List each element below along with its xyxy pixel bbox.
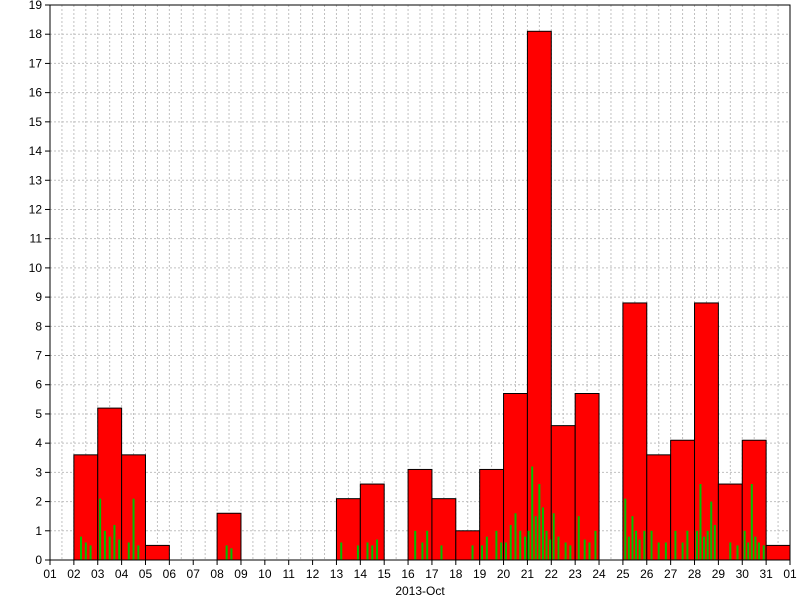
- x-axis-label: 2013-Oct: [395, 584, 445, 598]
- red-bar: [336, 499, 360, 560]
- x-tick-label: 31: [759, 567, 773, 581]
- y-tick-label: 6: [35, 378, 42, 392]
- x-tick-label: 08: [210, 567, 224, 581]
- x-tick-label: 07: [187, 567, 201, 581]
- x-tick-label: 05: [139, 567, 153, 581]
- y-tick-label: 7: [35, 349, 42, 363]
- red-bar: [671, 440, 695, 560]
- y-tick-label: 3: [35, 465, 42, 479]
- y-tick-label: 5: [35, 407, 42, 421]
- x-tick-label: 14: [354, 567, 368, 581]
- x-tick-label: 13: [330, 567, 344, 581]
- y-tick-label: 18: [29, 27, 43, 41]
- y-tick-label: 4: [35, 436, 42, 450]
- y-tick-label: 11: [30, 232, 43, 246]
- red-bar: [766, 545, 790, 560]
- x-tick-label: 16: [401, 567, 415, 581]
- y-tick-label: 16: [29, 86, 43, 100]
- x-tick-label: 30: [736, 567, 750, 581]
- y-tick-label: 19: [29, 0, 43, 12]
- red-bar: [623, 303, 647, 560]
- x-tick-label: 18: [449, 567, 463, 581]
- x-tick-label: 11: [282, 567, 295, 581]
- x-tick-label: 27: [664, 567, 678, 581]
- x-tick-label: 17: [425, 567, 439, 581]
- x-tick-label: 25: [616, 567, 630, 581]
- y-tick-label: 8: [35, 319, 42, 333]
- y-tick-label: 15: [29, 115, 43, 129]
- red-bar: [456, 531, 480, 560]
- x-tick-label: 21: [521, 567, 535, 581]
- y-tick-label: 2: [35, 495, 42, 509]
- x-tick-label: 02: [67, 567, 81, 581]
- y-tick-label: 1: [35, 524, 42, 538]
- x-tick-label: 15: [378, 567, 392, 581]
- bar-chart: 0123456789101112131415161718190102030405…: [0, 0, 800, 600]
- x-tick-label: 26: [640, 567, 654, 581]
- y-tick-label: 0: [35, 553, 42, 567]
- y-tick-label: 9: [35, 290, 42, 304]
- y-tick-label: 17: [29, 56, 43, 70]
- x-tick-label: 09: [234, 567, 248, 581]
- red-bar: [480, 469, 504, 560]
- red-bar: [217, 513, 241, 560]
- x-tick-label: 20: [497, 567, 511, 581]
- x-tick-label: 29: [712, 567, 726, 581]
- x-tick-label: 23: [568, 567, 582, 581]
- x-tick-label: 01: [43, 567, 57, 581]
- red-bar: [742, 440, 766, 560]
- x-tick-label: 28: [688, 567, 702, 581]
- y-tick-label: 14: [29, 144, 43, 158]
- y-tick-label: 10: [29, 261, 43, 275]
- red-bar: [695, 303, 719, 560]
- x-tick-label: 04: [115, 567, 129, 581]
- x-tick-label: 24: [592, 567, 606, 581]
- y-tick-label: 12: [29, 202, 43, 216]
- x-tick-label: 22: [545, 567, 559, 581]
- y-tick-label: 13: [29, 173, 43, 187]
- x-tick-label: 10: [258, 567, 272, 581]
- red-bar: [432, 499, 456, 560]
- x-tick-label: 01: [783, 567, 797, 581]
- red-bar: [527, 31, 551, 560]
- red-bar: [408, 469, 432, 560]
- x-tick-label: 06: [163, 567, 177, 581]
- red-bar: [145, 545, 169, 560]
- x-tick-label: 19: [473, 567, 487, 581]
- x-tick-label: 03: [91, 567, 105, 581]
- x-tick-label: 12: [306, 567, 320, 581]
- red-bar: [551, 426, 575, 560]
